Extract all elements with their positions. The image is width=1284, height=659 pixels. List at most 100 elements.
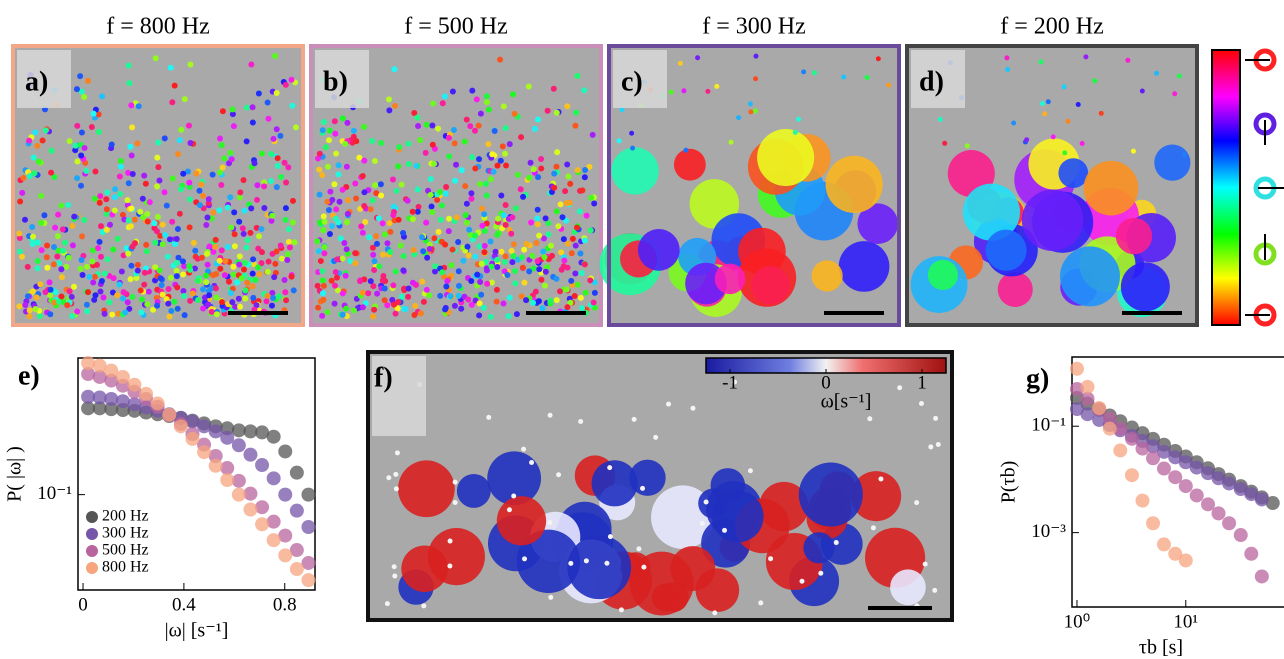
particle (607, 465, 613, 471)
orientation-colorbar (1211, 49, 1241, 326)
particle (414, 186, 421, 193)
particle (582, 289, 589, 296)
data-point (92, 390, 107, 405)
particle (159, 241, 166, 248)
particle (443, 183, 450, 190)
particle (430, 100, 437, 107)
particle (290, 287, 297, 294)
particle (79, 233, 86, 240)
particle (171, 82, 178, 89)
particle (392, 268, 399, 275)
particle (120, 252, 127, 259)
particle (334, 287, 341, 294)
data-point (1244, 487, 1259, 502)
particle (98, 277, 105, 284)
data-point (301, 555, 316, 570)
particle (695, 55, 701, 61)
data-point (266, 514, 281, 529)
particle (269, 212, 276, 219)
particle (116, 281, 123, 288)
particle (509, 259, 516, 266)
particle (92, 292, 99, 299)
particle (219, 164, 226, 171)
particle (189, 290, 196, 297)
data-point (1102, 421, 1117, 436)
particle (34, 239, 41, 246)
particle (576, 208, 583, 215)
particle (213, 294, 220, 301)
particle (753, 53, 759, 59)
particle (289, 102, 296, 109)
particle (227, 149, 234, 156)
particle (396, 144, 403, 151)
particle (141, 172, 148, 179)
particle (864, 74, 870, 80)
particle (564, 161, 571, 168)
particle (446, 153, 453, 160)
particle (203, 279, 210, 286)
particle (1079, 141, 1085, 147)
data-point (1265, 496, 1280, 511)
particle (367, 206, 374, 213)
particle (1011, 120, 1017, 126)
crystallite (962, 183, 1021, 241)
particle (437, 292, 444, 299)
particle (452, 177, 459, 184)
particle (218, 182, 225, 189)
particle (875, 56, 881, 62)
particle (427, 176, 434, 183)
particle (942, 140, 948, 146)
data-point (81, 389, 96, 404)
particle (458, 305, 465, 312)
particle (16, 230, 23, 237)
particle (361, 157, 368, 164)
particle (278, 173, 285, 180)
data-point (220, 461, 235, 476)
particle (319, 277, 326, 284)
particle (174, 284, 181, 291)
particle (415, 203, 422, 210)
particle (1024, 137, 1030, 143)
particle (265, 115, 272, 122)
particle (210, 209, 217, 216)
particle (1004, 55, 1010, 61)
particle (30, 154, 37, 161)
particle (553, 163, 560, 170)
particle (468, 277, 475, 284)
particle (841, 74, 847, 80)
particle (157, 275, 164, 282)
particle (65, 254, 72, 261)
particle (125, 169, 132, 176)
particle (387, 228, 394, 235)
particle (285, 238, 292, 245)
particle (411, 110, 418, 117)
particle (653, 434, 659, 440)
particle (554, 149, 561, 156)
particle (58, 266, 65, 273)
particle (284, 251, 291, 258)
particle (1062, 150, 1068, 156)
particle (918, 400, 924, 406)
particle (420, 248, 427, 255)
particle (370, 251, 377, 258)
particle (480, 304, 487, 311)
particle (356, 154, 363, 161)
particle (125, 180, 132, 187)
particle (505, 313, 512, 320)
particle (387, 248, 394, 255)
particle (199, 192, 206, 199)
particle (104, 189, 111, 196)
particle (1050, 134, 1056, 140)
particle (401, 285, 408, 292)
particle (78, 88, 85, 95)
particle (320, 213, 327, 220)
particle (254, 182, 261, 189)
x-tick-label: 0.4 (172, 594, 196, 615)
particle (270, 294, 277, 301)
particle (247, 229, 254, 236)
particle (180, 170, 187, 177)
particle (315, 155, 322, 162)
data-point (1178, 553, 1193, 568)
particle (24, 263, 31, 270)
particle (114, 292, 121, 299)
